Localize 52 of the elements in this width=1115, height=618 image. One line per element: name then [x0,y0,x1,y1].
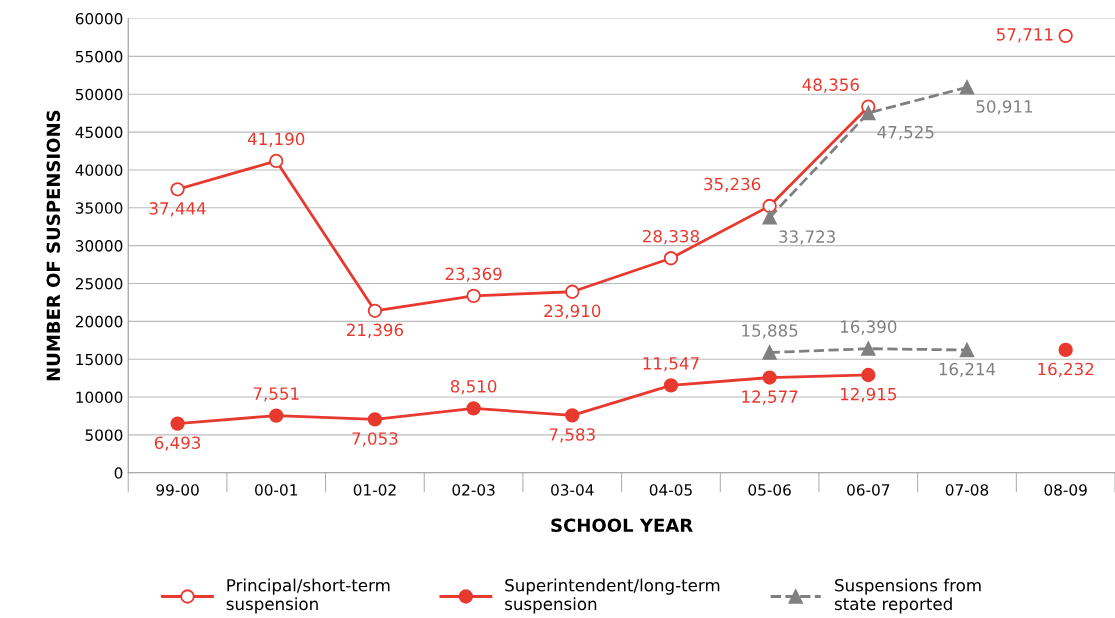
data-label: 16,232 [1038,362,1094,377]
y-tick-label: 30000 [75,240,123,252]
data-label: 23,369 [445,267,502,282]
x-tick-label: 02-03 [452,484,495,496]
data-label: 37,444 [149,202,206,217]
data-label: 7,053 [352,432,398,447]
y-tick-label: 35000 [75,202,123,214]
data-label: 57,711 [996,28,1053,43]
data-label: 16,390 [840,320,897,335]
data-label: 11,547 [643,357,699,372]
x-tick-label: 06-07 [847,484,890,496]
y-tick-label: 55000 [75,50,123,63]
x-tick-label: 05-06 [748,484,791,496]
data-label: 28,338 [643,229,699,245]
data-label: 48,356 [802,78,859,93]
data-label: 41,190 [247,132,305,147]
y-tick-label: 0 [114,467,123,479]
y-tick-label: 15000 [76,353,123,366]
x-tick-label: 99-00 [156,484,199,496]
y-tick-label: 50000 [75,88,123,101]
data-label: 6,493 [154,436,201,451]
data-label: 12,577 [742,390,798,405]
data-label: 8,510 [450,380,497,395]
y-tick-label: 10000 [76,391,123,404]
data-label: 50,911 [976,100,1033,115]
x-tick-label: 03-04 [551,484,594,496]
data-label: 16,214 [939,362,996,378]
y-tick-label: 60000 [75,13,123,25]
legend-label: Superintendent/long-term suspension [505,578,720,614]
x-axis-title: SCHOOL YEAR [551,518,693,533]
data-label: 35,236 [704,177,761,192]
data-label: 15,885 [742,324,798,339]
y-axis-title: NUMBER OF SUSPENSIONS [46,110,61,381]
y-tick-label: 5000 [85,429,123,441]
data-label: 7,583 [549,428,595,443]
y-tick-label: 25000 [75,277,123,290]
y-tick-label: 40000 [75,164,123,176]
data-label: 47,525 [877,125,934,141]
x-tick-label: 08-09 [1044,484,1087,496]
data-label: 12,915 [840,387,897,403]
data-label: 33,723 [779,230,835,245]
x-tick-label: 00-01 [255,484,298,496]
y-tick-label: 45000 [75,126,123,139]
x-tick-label: 04-05 [649,484,692,496]
data-label: 23,910 [544,304,601,319]
y-tick-label: 20000 [75,315,123,328]
x-tick-label: 01-02 [353,484,396,496]
data-label: 21,396 [346,323,404,338]
legend-label: Principal/short-term suspension [226,578,390,614]
x-tick-label: 07-08 [945,484,989,496]
data-label: 7,551 [253,387,299,402]
legend-label: Suspensions from state reported [834,578,981,614]
